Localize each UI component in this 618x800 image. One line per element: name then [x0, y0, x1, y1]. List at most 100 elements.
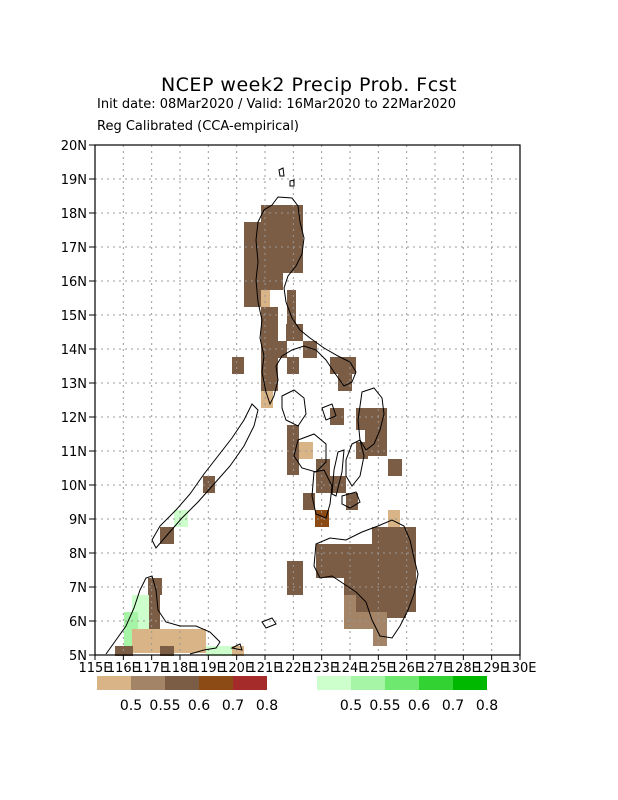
map-title: NCEP week2 Precip Prob. Fcst: [160, 74, 458, 96]
prob-cell: [356, 408, 387, 430]
prob-cell: [388, 510, 400, 527]
map-frame: [94, 144, 521, 656]
lon-tick-label: 115E: [78, 661, 111, 676]
prob-cell: [356, 612, 374, 629]
lon-tick-label: 126E: [390, 661, 423, 676]
lat-tick-label: 10N: [61, 479, 87, 494]
prob-cell: [373, 612, 387, 646]
coastline-islet-north: [278, 167, 285, 177]
prob-cell: [174, 510, 188, 527]
legend-swatch: [165, 676, 199, 690]
lat-tick-label: 11N: [61, 445, 87, 460]
legend-label: 0.55: [149, 698, 180, 714]
prob-cell: [261, 273, 283, 290]
prob-cell: [303, 493, 315, 510]
coastline-mindanao: [313, 519, 419, 639]
prob-cell: [244, 222, 261, 307]
coastline-negros: [311, 469, 333, 519]
prob-cell: [115, 646, 133, 656]
coastline-leyte: [345, 439, 365, 487]
lon-tick-label: 120E: [220, 661, 253, 676]
legend-swatch: [317, 676, 351, 690]
lat-tick-label: 20N: [61, 139, 87, 154]
wet-legend: 0.5 0.55 0.6 0.7 0.8: [317, 676, 498, 714]
lon-tick-label: 122E: [277, 661, 310, 676]
legend-swatch: [199, 676, 233, 690]
prob-cell: [330, 357, 356, 374]
lon-tick-label: 129E: [475, 661, 508, 676]
legend-label: 0.5: [340, 698, 362, 714]
prob-cell: [330, 408, 344, 425]
axes: 5N 6N 7N 8N 9N 10N 11N 12N 13N 14N 15N 16N 17N 18N 19N…: [61, 139, 537, 676]
lat-tick-label: 17N: [61, 241, 87, 256]
lon-tick-label: 124E: [333, 661, 366, 676]
prob-cell: [286, 324, 303, 341]
prob-cell: [287, 425, 299, 475]
lat-tick-label: 6N: [69, 615, 87, 630]
coastline-islet-north2: [289, 179, 295, 187]
coastline-masbate: [321, 403, 337, 421]
prob-cell: [316, 459, 330, 493]
init-valid-dates: Init date: 08Mar2020 / Valid: 16Mar2020 …: [97, 97, 456, 112]
dry-legend: 0.5 0.55 0.6 0.7 0.8: [97, 676, 278, 714]
prob-cell: [338, 374, 352, 391]
legend-label: 0.8: [256, 698, 278, 714]
prob-cell: [160, 527, 174, 544]
prob-cell: [356, 442, 368, 459]
coastline: [105, 167, 419, 655]
coastline-panay: [293, 433, 327, 473]
prob-cell: [287, 561, 303, 595]
gridlines: [95, 145, 520, 655]
legend-label: 0.55: [369, 698, 400, 714]
probability-cells: [115, 205, 416, 656]
lat-tick-label: 14N: [61, 343, 87, 358]
legend-label: 0.5: [120, 698, 142, 714]
coastline-bohol: [341, 491, 361, 509]
legend-swatch: [453, 676, 487, 690]
coastline-mindoro: [281, 389, 307, 427]
legend-swatch: [131, 676, 165, 690]
lon-tick-label: 116E: [107, 661, 140, 676]
lon-tick-label: 127E: [418, 661, 451, 676]
prob-cell: [261, 391, 273, 408]
prob-cell: [303, 341, 317, 358]
coastline-borneo: [105, 575, 221, 655]
prob-cell: [261, 290, 270, 307]
legend-label: 0.8: [476, 698, 498, 714]
lon-tick-label: 128E: [447, 661, 480, 676]
legend: 0.5 0.55 0.6 0.7 0.8 0.5 0.55 0.6 0.7 0.8: [97, 676, 498, 714]
lon-tick-label: 119E: [192, 661, 225, 676]
legend-swatch: [385, 676, 419, 690]
prob-cell: [206, 646, 232, 656]
prob-cell: [132, 595, 149, 629]
coastline-sulu-islet2: [230, 643, 243, 651]
legend-swatch: [233, 676, 267, 690]
lat-tick-label: 18N: [61, 207, 87, 222]
prob-cell: [261, 357, 278, 391]
legend-label: 0.6: [188, 698, 210, 714]
prob-cell: [365, 430, 387, 456]
prob-cell: [299, 442, 313, 459]
prob-cell: [372, 527, 416, 544]
legend-label: 0.7: [442, 698, 464, 714]
lat-tick-label: 8N: [69, 547, 87, 562]
coastline-cebu: [331, 449, 345, 497]
prob-cell: [261, 307, 278, 357]
prob-cell: [287, 357, 299, 374]
lat-tick-label: 5N: [69, 649, 87, 664]
coastline-luzon: [255, 196, 357, 406]
prob-cell: [344, 595, 356, 629]
prob-cell: [261, 205, 303, 273]
coastline-sulu-islet: [261, 617, 277, 629]
prob-cell: [388, 459, 402, 476]
lat-tick-label: 12N: [61, 411, 87, 426]
prob-cell: [316, 544, 416, 578]
legend-swatch: [351, 676, 385, 690]
lat-tick-label: 9N: [69, 513, 87, 528]
prob-cell: [190, 629, 206, 653]
prob-cell: [287, 290, 296, 324]
legend-swatch: [97, 676, 131, 690]
lat-tick-label: 13N: [61, 377, 87, 392]
calibration-method: Reg Calibrated (CCA-empirical): [97, 119, 299, 134]
